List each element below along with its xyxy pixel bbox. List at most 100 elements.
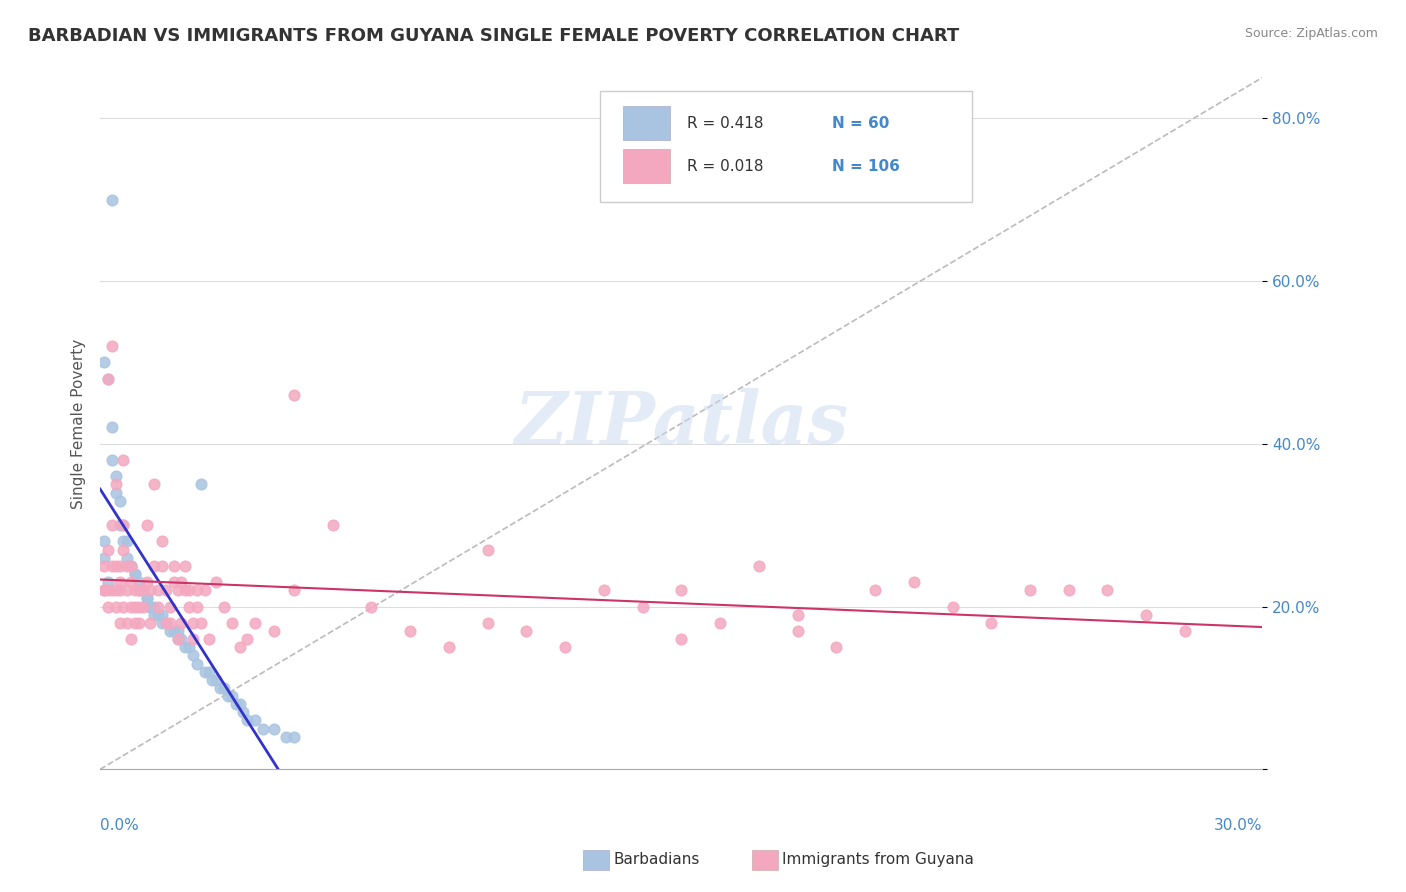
Point [124, 583, 146, 598]
Point [197, 665, 219, 679]
Point [554, 640, 576, 655]
Point [97, 575, 120, 590]
Point [93, 583, 115, 598]
Point [120, 558, 142, 573]
Point [360, 599, 382, 614]
Point [225, 697, 247, 711]
Point [124, 566, 146, 581]
Point [212, 681, 235, 695]
Point [108, 583, 131, 598]
Point [263, 722, 285, 736]
Point [128, 615, 150, 630]
Point [128, 583, 150, 598]
Point [671, 583, 693, 598]
Text: R = 0.418: R = 0.418 [688, 116, 763, 130]
Point [100, 453, 122, 467]
Point [217, 689, 239, 703]
Point [132, 599, 155, 614]
Point [174, 640, 197, 655]
Point [93, 550, 115, 565]
Point [179, 599, 201, 614]
Point [150, 615, 173, 630]
Point [786, 624, 808, 638]
Point [592, 583, 614, 598]
Point [155, 583, 177, 598]
Point [174, 583, 197, 598]
Point [112, 542, 135, 557]
Point [135, 591, 157, 606]
Text: 30.0%: 30.0% [1213, 818, 1263, 833]
Point [194, 583, 217, 598]
Point [671, 632, 693, 646]
Point [205, 673, 228, 687]
Point [128, 575, 150, 590]
Point [209, 681, 232, 695]
Point [139, 599, 162, 614]
Point [128, 599, 150, 614]
Point [205, 575, 228, 590]
Point [104, 485, 127, 500]
Point [120, 558, 142, 573]
Point [132, 583, 155, 598]
Point [150, 607, 173, 622]
Text: Source: ZipAtlas.com: Source: ZipAtlas.com [1244, 27, 1378, 40]
Point [212, 599, 235, 614]
Point [236, 632, 259, 646]
Point [194, 665, 217, 679]
Point [120, 575, 142, 590]
Point [93, 558, 115, 573]
Point [112, 518, 135, 533]
Point [263, 624, 285, 638]
Bar [623, 149, 669, 183]
Point [236, 714, 259, 728]
Point [170, 632, 193, 646]
Point [228, 640, 250, 655]
Point [941, 599, 963, 614]
Text: R = 0.018: R = 0.018 [688, 159, 763, 174]
Point [186, 583, 208, 598]
Point [515, 624, 537, 638]
Point [143, 607, 166, 622]
Point [159, 599, 181, 614]
Point [283, 388, 305, 402]
Text: N = 60: N = 60 [832, 116, 890, 130]
Point [120, 599, 142, 614]
Point [181, 615, 204, 630]
FancyBboxPatch shape [600, 91, 972, 202]
Point [128, 583, 150, 598]
Point [322, 518, 344, 533]
Point [117, 534, 139, 549]
Point [190, 615, 212, 630]
Point [786, 607, 808, 622]
Point [124, 615, 146, 630]
Point [748, 558, 770, 573]
Point [252, 722, 274, 736]
Point [97, 599, 120, 614]
Point [143, 599, 166, 614]
Point [1174, 624, 1197, 638]
Point [179, 583, 201, 598]
Point [97, 583, 120, 598]
Point [148, 599, 170, 614]
Point [166, 583, 188, 598]
Point [243, 714, 266, 728]
Point [100, 518, 122, 533]
Point [159, 624, 181, 638]
Point [186, 657, 208, 671]
Point [186, 599, 208, 614]
Point [221, 615, 243, 630]
Point [108, 558, 131, 573]
Point [112, 518, 135, 533]
Point [166, 632, 188, 646]
Point [104, 558, 127, 573]
Point [150, 558, 173, 573]
Text: Barbadians: Barbadians [613, 853, 699, 867]
Point [163, 558, 186, 573]
Point [100, 193, 122, 207]
Point [124, 599, 146, 614]
Point [477, 542, 499, 557]
Point [197, 632, 219, 646]
Point [903, 575, 925, 590]
Text: N = 106: N = 106 [832, 159, 900, 174]
Point [1097, 583, 1119, 598]
